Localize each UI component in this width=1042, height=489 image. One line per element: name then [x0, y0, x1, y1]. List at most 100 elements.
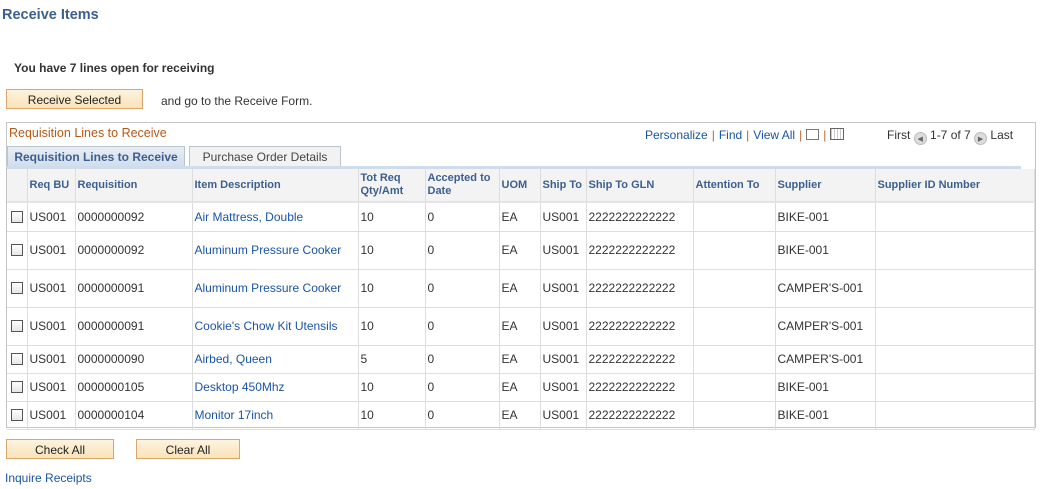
table-cell: 0: [425, 307, 500, 346]
item-description-link[interactable]: Monitor 17inch: [192, 401, 359, 430]
item-description-link[interactable]: Cookie's Chow Kit Utensils: [192, 307, 359, 346]
table-cell: US001: [540, 231, 587, 270]
personalize-link[interactable]: Personalize: [645, 128, 708, 142]
find-link[interactable]: Find: [718, 128, 743, 142]
table-cell: US001: [540, 269, 587, 308]
table-cell: 0: [425, 345, 500, 374]
table-cell: 0: [425, 231, 500, 270]
table-cell: EA: [499, 269, 541, 308]
column-header[interactable]: Supplier ID Number: [875, 169, 1035, 203]
table-row: US001 0000000105 Desktop 450Mhz 10 0 EA US001 2…: [7, 373, 1035, 402]
table-cell: 0000000104: [75, 401, 193, 430]
spreadsheet-icon[interactable]: [830, 128, 845, 140]
row-select-cell: [7, 269, 28, 308]
item-description-link[interactable]: Aluminum Pressure Cooker: [192, 269, 359, 308]
row-select-cell: [7, 202, 28, 232]
column-header[interactable]: Attention To: [693, 169, 776, 203]
clear-all-button[interactable]: Clear All: [136, 439, 240, 459]
grid-title: Requisition Lines to Receive: [9, 126, 167, 140]
table-cell: 0: [425, 269, 500, 308]
column-header[interactable]: Tot Req Qty/Amt: [358, 169, 426, 203]
separator: |: [711, 128, 715, 142]
row-checkbox[interactable]: [11, 210, 23, 223]
table-cell: BIKE-001: [775, 202, 876, 232]
row-select-cell: [7, 373, 28, 402]
table-cell: US001: [27, 231, 76, 270]
table-cell: 0000000092: [75, 231, 193, 270]
separator: |: [823, 128, 827, 142]
item-description-link[interactable]: Airbed, Queen: [192, 345, 359, 374]
column-header[interactable]: Req BU: [27, 169, 76, 203]
table-cell: 10: [358, 401, 426, 430]
table-cell: EA: [499, 202, 541, 232]
column-header[interactable]: Requisition: [75, 169, 193, 203]
table-cell: 10: [358, 269, 426, 308]
table-cell: [875, 345, 1035, 374]
tab-requisition-lines[interactable]: Requisition Lines to Receive: [7, 146, 185, 168]
row-checkbox[interactable]: [11, 282, 23, 294]
table-cell: [875, 231, 1035, 270]
receive-selected-button[interactable]: Receive Selected: [6, 89, 143, 109]
item-description-link[interactable]: Aluminum Pressure Cooker: [192, 231, 359, 270]
table-cell: 10: [358, 231, 426, 270]
table-cell: [875, 307, 1035, 346]
table-cell: CAMPER'S-001: [775, 307, 876, 346]
page-range: 1-7 of 7: [930, 128, 971, 142]
table-cell: 0000000091: [75, 307, 193, 346]
previous-icon[interactable]: ◀: [913, 132, 927, 145]
table-cell: US001: [27, 307, 76, 346]
table-row: US001 0000000092 Air Mattress, Double 10 0 EA…: [7, 202, 1035, 232]
table-cell: 2222222222222: [586, 373, 694, 402]
check-all-button[interactable]: Check All: [6, 439, 114, 459]
table-cell: US001: [540, 307, 587, 346]
item-description-link[interactable]: Desktop 450Mhz: [192, 373, 359, 402]
requisition-table: Req BU Requisition Item Description Tot Req…: [7, 169, 1035, 430]
row-checkbox[interactable]: [11, 381, 23, 393]
row-checkbox[interactable]: [11, 320, 23, 332]
table-cell: [693, 401, 776, 430]
table-cell: 0000000091: [75, 269, 193, 308]
table-cell: US001: [27, 401, 76, 430]
receive-note: and go to the Receive Form.: [161, 94, 313, 108]
table-cell: BIKE-001: [775, 401, 876, 430]
table-cell: US001: [540, 345, 587, 374]
row-checkbox[interactable]: [11, 244, 23, 256]
column-header[interactable]: Ship To GLN: [586, 169, 694, 203]
grid-nav: Personalize | Find | View All | |: [645, 128, 845, 142]
column-header[interactable]: Accepted to Date: [425, 169, 500, 203]
tab-underline: [7, 166, 1021, 169]
table-cell: US001: [540, 401, 587, 430]
tab-purchase-order-details[interactable]: Purchase Order Details: [189, 146, 341, 168]
view-all-link[interactable]: View All: [753, 128, 796, 142]
row-checkbox[interactable]: [11, 353, 23, 365]
table-cell: EA: [499, 345, 541, 374]
pager: First ◀ 1-7 of 7 ▶ Last: [887, 128, 1013, 145]
table-cell: 2222222222222: [586, 269, 694, 308]
table-cell: EA: [499, 231, 541, 270]
table-cell: EA: [499, 373, 541, 402]
column-header[interactable]: [7, 169, 28, 203]
row-select-cell: [7, 307, 28, 346]
inquire-receipts-link[interactable]: Inquire Receipts: [5, 471, 92, 485]
table-row: US001 0000000091 Cookie's Chow Kit Utensil…: [7, 307, 1035, 346]
new-window-icon[interactable]: [806, 129, 820, 140]
table-cell: CAMPER'S-001: [775, 269, 876, 308]
table-cell: [875, 373, 1035, 402]
row-checkbox[interactable]: [11, 409, 23, 421]
table-cell: CAMPER'S-001: [775, 345, 876, 374]
table-cell: [693, 307, 776, 346]
column-header[interactable]: Item Description: [192, 169, 359, 203]
item-description-link[interactable]: Air Mattress, Double: [192, 202, 359, 232]
table-cell: US001: [540, 202, 587, 232]
separator: |: [799, 128, 803, 142]
column-header[interactable]: Supplier: [775, 169, 876, 203]
table-cell: US001: [540, 373, 587, 402]
column-header[interactable]: Ship To: [540, 169, 587, 203]
table-cell: 0000000105: [75, 373, 193, 402]
table-row: US001 0000000090 Airbed, Queen 5 0 EA US001 222…: [7, 345, 1035, 374]
column-header[interactable]: UOM: [499, 169, 541, 203]
table-cell: 2222222222222: [586, 345, 694, 374]
table-cell: BIKE-001: [775, 231, 876, 270]
last-link: Last: [990, 128, 1014, 142]
next-icon[interactable]: ▶: [974, 132, 988, 145]
